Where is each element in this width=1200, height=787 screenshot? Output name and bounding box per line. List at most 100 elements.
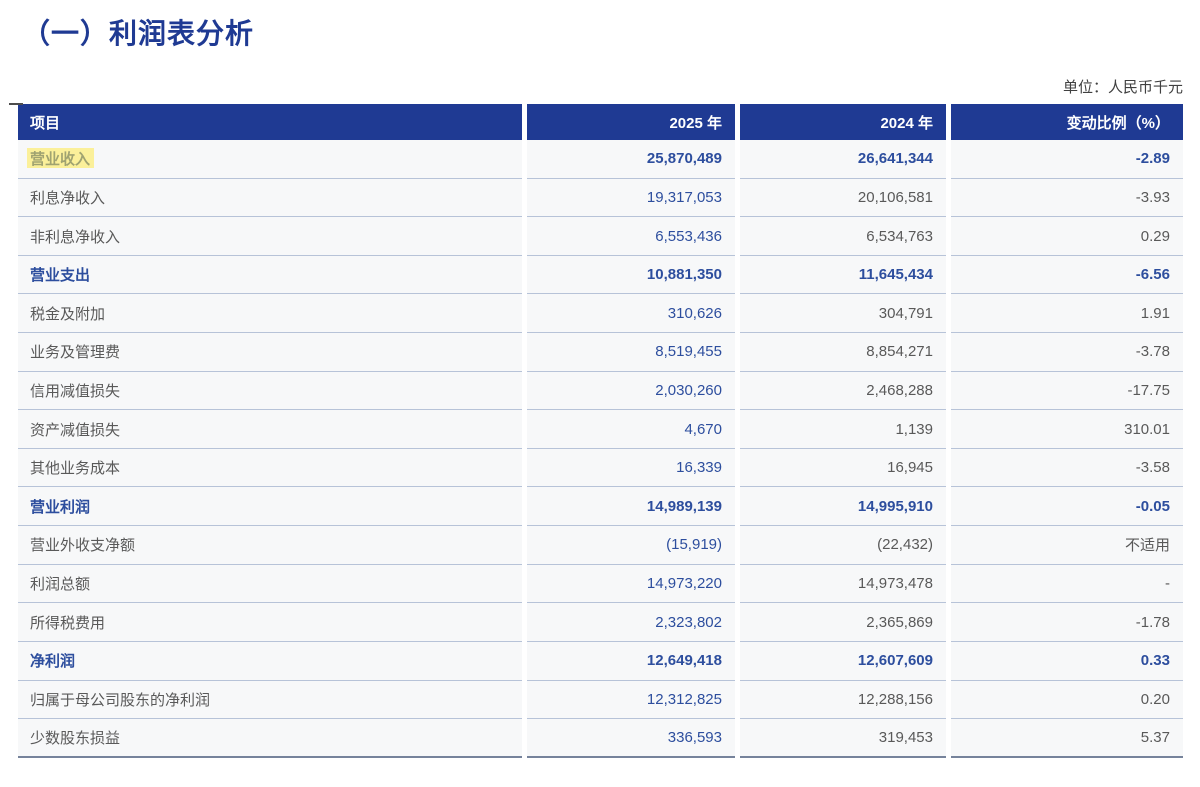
value-2024-cell: 2,468,288	[740, 371, 946, 411]
value-2024-cell: 2,365,869	[740, 603, 946, 642]
item-label: 资产减值损失	[30, 421, 121, 439]
item-cell: 信用减值损失	[18, 371, 522, 411]
value-2025-cell: 2,323,802	[527, 603, 735, 642]
table-row: 营业外收支净额 (15,919) (22,432) 不适用	[18, 526, 1183, 565]
income-statement-table: 项目 2025 年 2024 年 变动比例（%） 营业收入 25,870,489…	[9, 103, 1183, 758]
value-2025-cell: 14,973,220	[527, 564, 735, 604]
item-label: 业务及管理费	[30, 344, 121, 362]
item-cell: 非利息净收入	[18, 217, 522, 256]
value-2025-cell: 25,870,489	[527, 140, 735, 179]
item-label: 营业收入	[26, 148, 95, 169]
value-2025-cell: 16,339	[527, 448, 735, 488]
value-2024-cell: 6,534,763	[740, 217, 946, 256]
change-cell: -3.58	[951, 448, 1183, 488]
value-2024-cell: 20,106,581	[740, 178, 946, 218]
change-cell: -0.05	[951, 487, 1183, 527]
table-row: 所得税费用 2,323,802 2,365,869 -1.78	[18, 603, 1183, 642]
value-2024-cell: 319,453	[740, 719, 946, 758]
item-label: 营业外收支净额	[30, 537, 136, 555]
table-body: 营业收入 25,870,489 26,641,344 -2.89 利息净收入 1…	[18, 140, 1183, 758]
item-cell: 营业外收支净额	[18, 526, 522, 565]
item-label: 信用减值损失	[30, 382, 121, 400]
item-cell: 业务及管理费	[18, 333, 522, 372]
table-row: 归属于母公司股东的净利润 12,312,825 12,288,156 0.20	[18, 680, 1183, 720]
table-row: 利润总额 14,973,220 14,973,478 -	[18, 564, 1183, 604]
table-row: 信用减值损失 2,030,260 2,468,288 -17.75	[18, 371, 1183, 411]
table-row: 税金及附加 310,626 304,791 1.91	[18, 294, 1183, 334]
change-cell: -17.75	[951, 371, 1183, 411]
value-2025-cell: 2,030,260	[527, 371, 735, 411]
value-2025-cell: 10,881,350	[527, 255, 735, 295]
table-row: 非利息净收入 6,553,436 6,534,763 0.29	[18, 217, 1183, 256]
header-change: 变动比例（%）	[951, 104, 1183, 140]
item-cell: 利息净收入	[18, 178, 522, 218]
item-cell: 归属于母公司股东的净利润	[18, 680, 522, 720]
item-label: 所得税费用	[30, 614, 106, 632]
item-label: 利息净收入	[30, 189, 106, 207]
value-2025-cell: 310,626	[527, 294, 735, 334]
value-2024-cell: 26,641,344	[740, 140, 946, 179]
table-row: 资产减值损失 4,670 1,139 310.01	[18, 410, 1183, 449]
change-cell: -3.78	[951, 333, 1183, 372]
change-cell: -	[951, 564, 1183, 604]
item-label: 税金及附加	[30, 305, 106, 323]
change-cell: -3.93	[951, 178, 1183, 218]
table-row: 其他业务成本 16,339 16,945 -3.58	[18, 448, 1183, 488]
value-2024-cell: 1,139	[740, 410, 946, 449]
header-2024: 2024 年	[740, 104, 946, 140]
value-2025-cell: (15,919)	[527, 526, 735, 565]
unit-note: 单位：人民币千元	[1062, 79, 1183, 96]
table-row: 净利润 12,649,418 12,607,609 0.33	[18, 641, 1183, 681]
item-label: 非利息净收入	[30, 228, 121, 246]
value-2024-cell: 14,995,910	[740, 487, 946, 527]
value-2025-cell: 8,519,455	[527, 333, 735, 372]
value-2024-cell: 304,791	[740, 294, 946, 334]
table-row: 利息净收入 19,317,053 20,106,581 -3.93	[18, 178, 1183, 218]
item-cell: 资产减值损失	[18, 410, 522, 449]
item-label: 营业支出	[30, 267, 91, 285]
table-corner-artifact	[9, 103, 23, 105]
change-cell: -2.89	[951, 140, 1183, 179]
change-cell: 0.29	[951, 217, 1183, 256]
value-2025-cell: 12,312,825	[527, 680, 735, 720]
value-2025-cell: 336,593	[527, 719, 735, 758]
item-cell: 少数股东损益	[18, 719, 522, 758]
table-row: 营业收入 25,870,489 26,641,344 -2.89	[18, 140, 1183, 179]
change-cell: -1.78	[951, 603, 1183, 642]
header-2025: 2025 年	[527, 104, 735, 140]
value-2024-cell: 8,854,271	[740, 333, 946, 372]
item-cell: 净利润	[18, 641, 522, 681]
item-label: 少数股东损益	[30, 729, 121, 747]
table-row: 营业利润 14,989,139 14,995,910 -0.05	[18, 487, 1183, 527]
table-row: 营业支出 10,881,350 11,645,434 -6.56	[18, 255, 1183, 295]
item-cell: 所得税费用	[18, 603, 522, 642]
value-2025-cell: 12,649,418	[527, 641, 735, 681]
header-item: 项目	[18, 104, 522, 140]
table-header-row: 项目 2025 年 2024 年 变动比例（%）	[18, 104, 1183, 140]
value-2024-cell: 12,607,609	[740, 641, 946, 681]
change-cell: 0.33	[951, 641, 1183, 681]
value-2024-cell: 14,973,478	[740, 564, 946, 604]
item-label: 其他业务成本	[30, 460, 121, 478]
change-cell: 310.01	[951, 410, 1183, 449]
table-row: 业务及管理费 8,519,455 8,854,271 -3.78	[18, 333, 1183, 372]
item-label: 归属于母公司股东的净利润	[30, 691, 211, 709]
change-cell: 1.91	[951, 294, 1183, 334]
item-cell: 营业利润	[18, 487, 522, 527]
item-label: 营业利润	[30, 498, 91, 516]
change-cell: -6.56	[951, 255, 1183, 295]
value-2024-cell: (22,432)	[740, 526, 946, 565]
item-cell: 营业收入	[18, 140, 522, 179]
table-row: 少数股东损益 336,593 319,453 5.37	[18, 719, 1183, 758]
value-2024-cell: 12,288,156	[740, 680, 946, 720]
change-cell: 5.37	[951, 719, 1183, 758]
page-title: （一）利润表分析	[22, 18, 255, 49]
item-cell: 营业支出	[18, 255, 522, 295]
item-cell: 税金及附加	[18, 294, 522, 334]
change-cell: 不适用	[951, 526, 1183, 565]
value-2024-cell: 11,645,434	[740, 255, 946, 295]
item-cell: 其他业务成本	[18, 448, 522, 488]
item-label: 净利润	[30, 653, 76, 671]
value-2025-cell: 4,670	[527, 410, 735, 449]
